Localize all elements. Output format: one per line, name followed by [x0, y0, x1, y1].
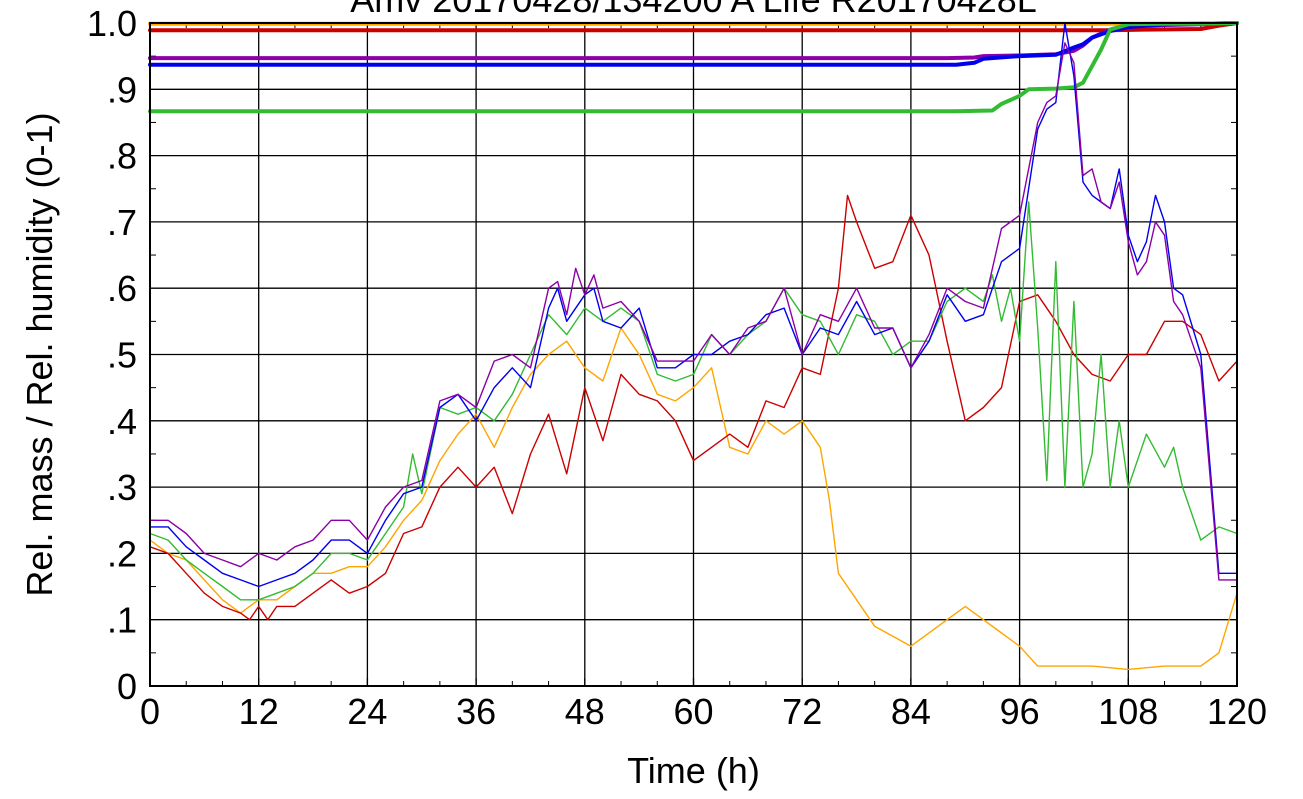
x-tick-label: 96	[1000, 691, 1040, 732]
y-axis-title: Rel. mass / Rel. humidity (0-1)	[19, 112, 60, 596]
series-line-mass-1	[148, 21, 1239, 33]
series-line-rh-6	[149, 194, 1238, 621]
tick-labels: 0 12 24 36 48 60 72 84 96 108 120 0 .1 .2 .3 .4 .5 .6 .7 .8…	[87, 3, 1267, 732]
plot-frame	[149, 22, 1238, 687]
x-tick-label: 108	[1098, 691, 1158, 732]
y-tick-label: 1.0	[87, 3, 137, 44]
y-tick-label: 0	[117, 666, 137, 707]
series-line-rh-5	[149, 327, 1238, 671]
x-tick-label: 120	[1207, 691, 1267, 732]
x-tick-label: 60	[673, 691, 713, 732]
y-tick-label: .5	[107, 335, 137, 376]
x-tick-label: 24	[347, 691, 387, 732]
y-tick-label: .4	[107, 401, 137, 442]
chart-title: Amv 20170428/134200 A Life R20170428L	[350, 0, 1037, 20]
series-line-mass-4	[148, 21, 1239, 114]
x-tick-label: 36	[456, 691, 496, 732]
x-tick-label: 48	[565, 691, 605, 732]
y-tick-label: .6	[107, 268, 137, 309]
x-tick-label: 72	[782, 691, 822, 732]
y-tick-label: .2	[107, 533, 137, 574]
y-tick-label: .8	[107, 136, 137, 177]
x-tick-label: 0	[140, 691, 160, 732]
y-tick-label: .7	[107, 202, 137, 243]
x-tick-label: 84	[891, 691, 931, 732]
y-tick-label: .9	[107, 69, 137, 110]
x-tick-label: 12	[239, 691, 279, 732]
y-tick-label: .1	[107, 600, 137, 641]
y-tick-label: .3	[107, 467, 137, 508]
x-axis-title: Time (h)	[627, 750, 760, 791]
series-line-rh-9	[149, 42, 1238, 581]
